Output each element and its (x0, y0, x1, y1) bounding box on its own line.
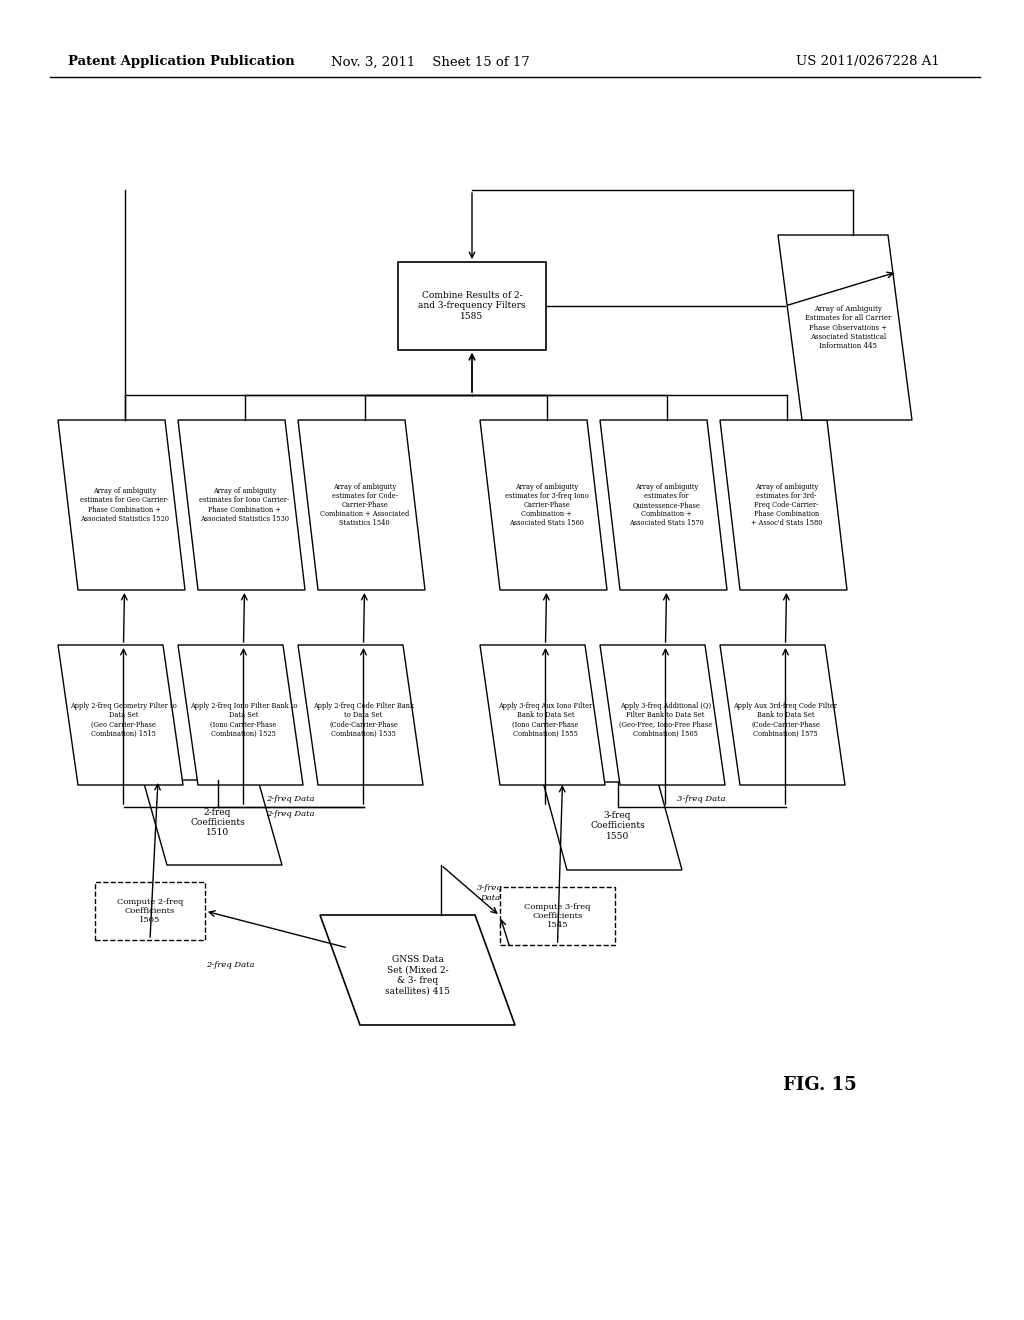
Text: GNSS Data
Set (Mixed 2-
& 3- freq
satellites) 415: GNSS Data Set (Mixed 2- & 3- freq satell… (385, 954, 450, 995)
Polygon shape (480, 420, 607, 590)
Text: 3-freq
Coefficients
1550: 3-freq Coefficients 1550 (590, 810, 645, 841)
Text: Array of ambiguity
estimates for Iono Carrier-
Phase Combination +
Associated St: Array of ambiguity estimates for Iono Ca… (200, 487, 290, 523)
Text: Array of Ambiguity
Estimates for all Carrier
Phase Observations +
Associated Sta: Array of Ambiguity Estimates for all Car… (805, 305, 891, 350)
Polygon shape (480, 645, 605, 785)
Text: Apply 2-freq Geometry Filter to
Data Set
(Geo Carrier-Phase
Combination) 1515: Apply 2-freq Geometry Filter to Data Set… (70, 702, 177, 738)
Text: 2-freq Data: 2-freq Data (206, 961, 254, 969)
Text: Apply 3-freq Additional (Q)
Filter Bank to Data Set
(Geo-Free, Iono-Free Phase
C: Apply 3-freq Additional (Q) Filter Bank … (618, 702, 712, 738)
Polygon shape (298, 645, 423, 785)
Text: Compute 3-freq
Coefficients
1545: Compute 3-freq Coefficients 1545 (524, 903, 591, 929)
Text: Array of ambiguity
estimates for Code-
Carrier-Phase
Combination + Associated
St: Array of ambiguity estimates for Code- C… (319, 483, 410, 528)
Text: Apply 3-freq Aux Iono Filter
Bank to Data Set
(Iono Carrier-Phase
Combination) 1: Apply 3-freq Aux Iono Filter Bank to Dat… (499, 702, 593, 738)
Text: Array of ambiguity
estimates for 3rd-
Freq Code-Carrier-
Phase Combination
+ Ass: Array of ambiguity estimates for 3rd- Fr… (751, 483, 822, 528)
Text: Patent Application Publication: Patent Application Publication (68, 55, 295, 69)
Polygon shape (778, 235, 912, 420)
Polygon shape (298, 420, 425, 590)
Polygon shape (58, 420, 185, 590)
Bar (398, 261, 546, 350)
Text: Apply 2-freq Iono Filter Bank to
Data Set
(Iono Carrier-Phase
Combination) 1525: Apply 2-freq Iono Filter Bank to Data Se… (189, 702, 297, 738)
Text: Array of ambiguity
estimates for Geo Carrier-
Phase Combination +
Associated Sta: Array of ambiguity estimates for Geo Car… (80, 487, 169, 523)
Text: 2-freq Data: 2-freq Data (266, 810, 314, 818)
Polygon shape (720, 420, 847, 590)
Bar (500, 887, 615, 945)
Text: Nov. 3, 2011    Sheet 15 of 17: Nov. 3, 2011 Sheet 15 of 17 (331, 55, 529, 69)
Polygon shape (58, 645, 183, 785)
Text: 3-freq
Data: 3-freq Data (477, 884, 503, 902)
Polygon shape (600, 420, 727, 590)
Text: 2-freq
Coefficients
1510: 2-freq Coefficients 1510 (190, 808, 245, 837)
Bar (95, 882, 205, 940)
Text: US 2011/0267228 A1: US 2011/0267228 A1 (797, 55, 940, 69)
Text: 3-freq Data: 3-freq Data (677, 795, 726, 803)
Text: Apply 2-freq Code Filter Bank
to Data Set
(Code-Carrier-Phase
Combination) 1535: Apply 2-freq Code Filter Bank to Data Se… (313, 702, 414, 738)
Text: Array of ambiguity
estimates for
Quintessence-Phase
Combination +
Associated Sta: Array of ambiguity estimates for Quintes… (629, 483, 703, 528)
Polygon shape (178, 420, 305, 590)
Polygon shape (600, 645, 725, 785)
Text: Array of ambiguity
estimates for 3-freq Iono
Carrier-Phase
Combination +
Associa: Array of ambiguity estimates for 3-freq … (505, 483, 589, 528)
Polygon shape (319, 915, 515, 1026)
Text: FIG. 15: FIG. 15 (783, 1076, 857, 1094)
Text: 2-freq Data: 2-freq Data (266, 795, 314, 803)
Polygon shape (178, 645, 303, 785)
Text: Combine Results of 2-
and 3-frequency Filters
1585: Combine Results of 2- and 3-frequency Fi… (418, 292, 525, 321)
Polygon shape (720, 645, 845, 785)
Polygon shape (543, 781, 682, 870)
Text: Apply Aux 3rd-freq Code Filter
Bank to Data Set
(Code-Carrier-Phase
Combination): Apply Aux 3rd-freq Code Filter Bank to D… (733, 702, 838, 738)
Text: Compute 2-freq
Coefficients
1505: Compute 2-freq Coefficients 1505 (117, 898, 183, 924)
Polygon shape (143, 780, 282, 865)
